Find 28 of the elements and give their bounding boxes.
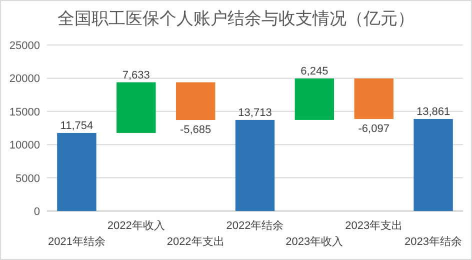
bar [354, 78, 394, 119]
chart-title: 全国职工医保个人账户结余与收支情况（亿元） [58, 9, 414, 28]
bar [414, 118, 453, 211]
data-label: 13,861 [416, 106, 450, 118]
x-tick-label: 2022年支出 [166, 235, 224, 248]
y-tick-label: 10000 [9, 140, 40, 152]
data-label: -5,685 [180, 124, 212, 136]
data-label: 7,633 [122, 69, 150, 82]
bar [294, 78, 334, 120]
y-tick-label: 0 [34, 206, 40, 218]
y-tick-label: 25000 [9, 40, 40, 52]
data-label: 11,754 [60, 120, 94, 132]
data-label: 13,713 [238, 106, 272, 119]
y-tick-label: 20000 [9, 73, 40, 86]
x-tick-label: 2021年结余 [48, 235, 106, 248]
bar [235, 120, 275, 211]
bar [116, 82, 156, 133]
x-tick-label: 2022年收入 [107, 219, 165, 232]
y-tick-label: 5000 [16, 172, 40, 185]
bar [176, 82, 216, 120]
x-tick-label: 2023年结余 [404, 235, 462, 248]
x-tick-label: 2023年支出 [345, 219, 403, 232]
bar [57, 132, 96, 211]
data-label: 6,245 [300, 65, 328, 78]
data-label: -6,097 [358, 122, 390, 135]
x-tick-label: 2023年收入 [286, 235, 344, 248]
x-tick-label: 2022年结余 [226, 219, 284, 232]
y-tick-label: 15000 [9, 106, 40, 118]
